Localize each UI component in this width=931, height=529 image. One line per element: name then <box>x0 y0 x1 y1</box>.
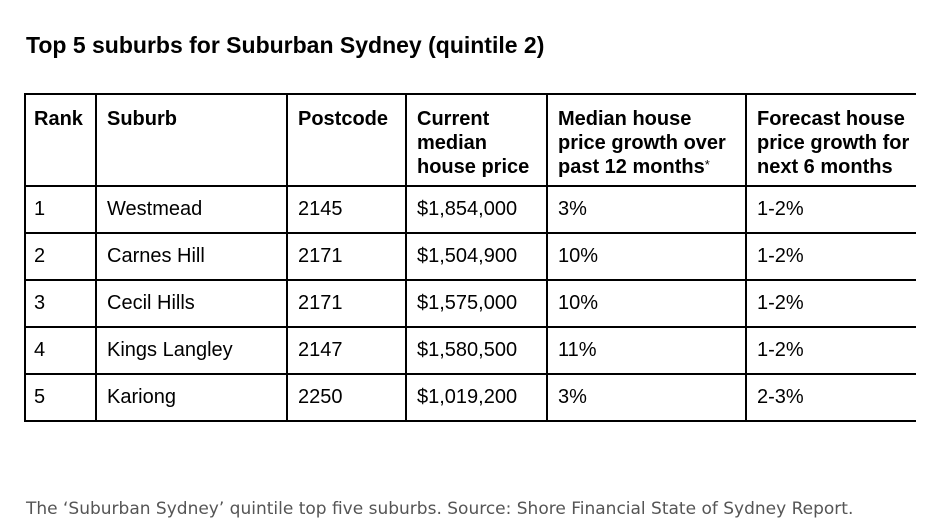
header-current-median-price: Current median house price <box>405 93 548 187</box>
cell-median-price: $1,580,500 <box>405 326 548 375</box>
header-growth-line-1: Median house <box>558 108 692 130</box>
cell-postcode: 2250 <box>286 373 407 422</box>
cell-postcode: 2147 <box>286 326 407 375</box>
table-title: Top 5 suburbs for Suburban Sydney (quint… <box>26 32 545 58</box>
cell-growth: 3% <box>546 185 747 234</box>
cell-growth: 11% <box>546 326 747 375</box>
cell-forecast: 1-2% <box>745 185 916 234</box>
cell-postcode: 2145 <box>286 185 407 234</box>
header-forecast-next-6-months: Forecast house price growth for next 6 m… <box>745 93 916 187</box>
cell-postcode: 2171 <box>286 232 407 281</box>
cell-forecast: 1-2% <box>745 326 916 375</box>
cell-growth: 3% <box>546 373 747 422</box>
header-rank: Rank <box>24 93 97 187</box>
cell-suburb: Kariong <box>95 373 288 422</box>
table-row: 3 Cecil Hills 2171 $1,575,000 10% 1-2% <box>24 279 916 328</box>
cell-median-price: $1,504,900 <box>405 232 548 281</box>
header-price-line-3: house price <box>417 156 530 178</box>
cell-rank: 5 <box>24 373 97 422</box>
cell-postcode: 2171 <box>286 279 407 328</box>
header-price-line-2: median <box>417 132 488 154</box>
table-row: 4 Kings Langley 2147 $1,580,500 11% 1-2% <box>24 326 916 375</box>
cell-growth: 10% <box>546 232 747 281</box>
header-growth-line-3: past 12 months <box>558 156 705 178</box>
cell-suburb: Cecil Hills <box>95 279 288 328</box>
header-forecast-line-3: next 6 months <box>757 156 893 178</box>
cell-rank: 3 <box>24 279 97 328</box>
cell-median-price: $1,019,200 <box>405 373 548 422</box>
table-header-row: Rank Suburb Postcode Current median hous… <box>24 93 916 187</box>
cell-suburb: Westmead <box>95 185 288 234</box>
cell-median-price: $1,854,000 <box>405 185 548 234</box>
cell-rank: 1 <box>24 185 97 234</box>
cell-growth: 10% <box>546 279 747 328</box>
header-suburb: Suburb <box>95 93 288 187</box>
cell-forecast: 1-2% <box>745 232 916 281</box>
header-rank-line-1: Rank <box>34 108 83 130</box>
header-forecast-line-1: Forecast house <box>757 108 905 130</box>
table-row: 1 Westmead 2145 $1,854,000 3% 1-2% <box>24 185 916 234</box>
footnote-marker: * <box>704 157 710 172</box>
header-growth-past-12-months: Median house price growth over past 12 m… <box>546 93 747 187</box>
header-growth-line-2: price growth over <box>558 132 726 154</box>
table-row: 5 Kariong 2250 $1,019,200 3% 2-3% <box>24 373 916 422</box>
cell-forecast: 2-3% <box>745 373 916 422</box>
header-suburb-line-1: Suburb <box>107 108 177 130</box>
cell-suburb: Kings Langley <box>95 326 288 375</box>
cell-rank: 4 <box>24 326 97 375</box>
cell-rank: 2 <box>24 232 97 281</box>
cell-forecast: 1-2% <box>745 279 916 328</box>
suburbs-table: Rank Suburb Postcode Current median hous… <box>24 93 916 422</box>
header-postcode: Postcode <box>286 93 407 187</box>
cell-suburb: Carnes Hill <box>95 232 288 281</box>
table-row: 2 Carnes Hill 2171 $1,504,900 10% 1-2% <box>24 232 916 281</box>
cell-median-price: $1,575,000 <box>405 279 548 328</box>
header-postcode-line-1: Postcode <box>298 108 389 130</box>
header-price-line-1: Current <box>417 108 490 130</box>
image-caption: The ‘Suburban Sydney’ quintile top five … <box>26 499 854 519</box>
header-forecast-line-2: price growth for <box>757 132 910 154</box>
